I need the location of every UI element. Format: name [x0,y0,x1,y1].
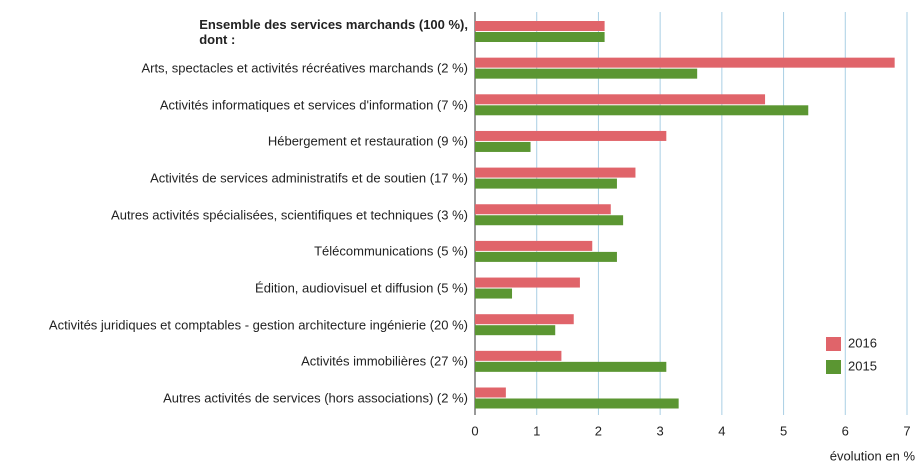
category-label: Édition, audiovisuel et diffusion (5 %) [255,280,468,296]
x-tick-label: 5 [780,423,787,438]
bar [475,350,562,361]
bar [475,178,617,189]
bar [475,68,698,79]
bar [475,57,895,68]
bar [475,314,574,325]
category-label: Autres activités spécialisées, scientifi… [111,207,468,223]
x-tick-label: 4 [718,423,725,438]
x-tick-label: 0 [471,423,478,438]
bar [475,105,809,116]
legend-swatch [826,360,841,374]
x-tick-label: 2 [595,423,602,438]
x-tick-label: 3 [657,423,664,438]
bar [475,167,636,178]
x-axis-label: évolution en % [830,448,916,463]
legend-label: 2015 [848,358,877,373]
bar [475,361,667,372]
category-label: Activités de services administratifs et … [150,170,468,186]
bar [475,325,556,336]
legend-swatch [826,337,841,351]
x-tick-label: 6 [842,423,849,438]
category-label: Activités immobilières (27 %) [301,353,468,369]
category-label: Autres activités de services (hors assoc… [163,390,468,406]
category-label: Hébergement et restauration (9 %) [267,133,468,149]
bar [475,251,617,262]
category-label: Arts, spectacles et activités récréative… [141,60,468,76]
bar [475,94,766,105]
x-tick-label: 7 [903,423,910,438]
x-tick-label: 1 [533,423,540,438]
bar [475,277,580,288]
bar [475,141,531,152]
bar [475,398,679,409]
bar [475,387,506,398]
bar [475,215,624,226]
bar [475,32,605,42]
category-label: Activités juridiques et comptables - ges… [48,317,468,333]
bar [475,288,513,299]
category-label: Activités informatiques et services d'in… [159,97,468,113]
bar [475,240,593,251]
bar [475,130,667,141]
category-label: Ensemble des services marchands (100 %),… [199,16,468,47]
legend-label: 2016 [848,335,877,350]
bar [475,21,605,31]
bar [475,204,611,215]
category-label: Télécommunications (5 %) [314,243,468,259]
